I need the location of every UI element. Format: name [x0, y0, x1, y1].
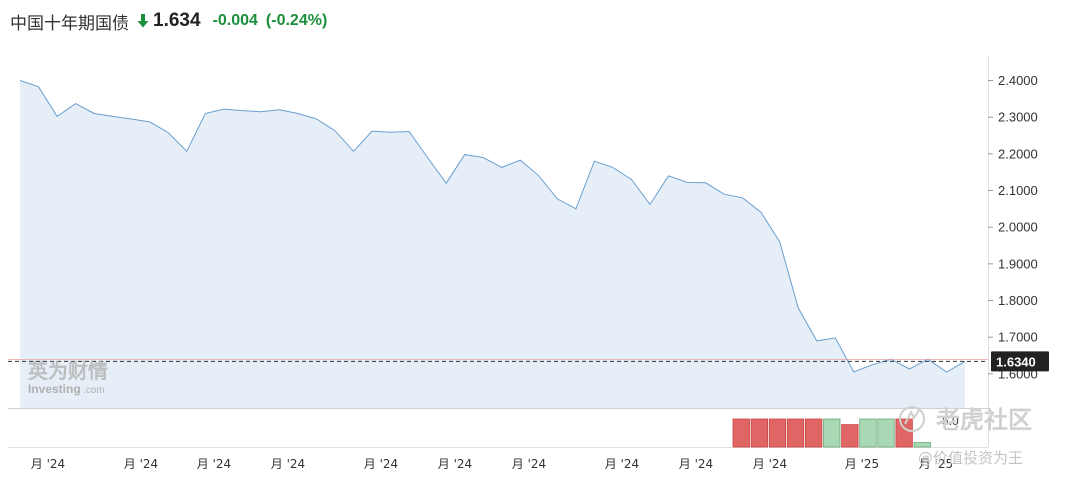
y-tick-label: 2.1000 [998, 183, 1038, 198]
volume-bar [859, 418, 877, 448]
y-tick-label: 2.3000 [998, 110, 1038, 125]
x-tick-label: 月 '24 [31, 457, 65, 471]
y-tick-label: 1.7000 [998, 330, 1038, 345]
tiger-logo-mark-icon [904, 409, 920, 425]
y-tick-label: 1.9000 [998, 256, 1038, 271]
x-tick-label: 月 '24 [605, 457, 639, 471]
x-tick-label: 月 '24 [271, 457, 305, 471]
investing-watermark-suffix: .com [83, 385, 105, 396]
y-tick-label: 2.4000 [998, 73, 1038, 88]
x-tick-label: 月 '24 [753, 457, 787, 471]
volume-bar [841, 424, 859, 448]
series-line[interactable] [19, 80, 966, 373]
volume-bar [913, 442, 931, 448]
y-tick-label: 2.0000 [998, 220, 1038, 235]
down-arrow-icon [137, 14, 149, 28]
volume-bar [750, 418, 768, 448]
instrument-title: 中国十年期国债 [10, 13, 129, 34]
investing-watermark-cn: 英为财情 [28, 359, 108, 383]
x-tick-label: 月 '24 [512, 457, 546, 471]
volume-bar [732, 418, 750, 448]
volume-axis-label: 5.0 [942, 414, 959, 428]
volume-bar [786, 418, 805, 448]
last-price: 1.634 [153, 10, 201, 31]
current-value-badge [991, 351, 1049, 372]
x-tick-label: 月 '25 [845, 457, 879, 471]
y-tick-label: 1.8000 [998, 293, 1038, 308]
tiger-watermark: 老虎社区 @价值投资为王 [899, 406, 1032, 467]
volume-bar [805, 418, 823, 448]
x-tick-label: 月 '24 [364, 457, 398, 471]
x-tick-label: 月 '24 [124, 457, 158, 471]
author-watermark-text: @价值投资为王 [918, 449, 1023, 467]
y-tick-label: 2.2000 [998, 146, 1038, 161]
series-area-fill [20, 80, 965, 408]
tiger-watermark-text: 老虎社区 [936, 406, 1032, 434]
volume-bar [823, 418, 841, 448]
x-tick-label: 月 '24 [438, 457, 472, 471]
quote-header: 中国十年期国债 1.634 -0.004 (-0.24%) [10, 8, 327, 34]
x-tick-label: 月 '24 [679, 457, 713, 471]
volume-bar [768, 418, 787, 448]
volume-bar [895, 418, 913, 448]
volume-bar [877, 418, 895, 448]
current-value-label: 1.6340 [996, 354, 1036, 369]
x-tick-label: 月 '24 [197, 457, 231, 471]
price-change-percent: (-0.24%) [265, 12, 328, 29]
investing-watermark-en: Investing [28, 382, 81, 396]
price-change: -0.004 [212, 12, 258, 29]
x-tick-label: 月 '25 [919, 457, 953, 471]
tiger-logo-icon [899, 406, 925, 432]
